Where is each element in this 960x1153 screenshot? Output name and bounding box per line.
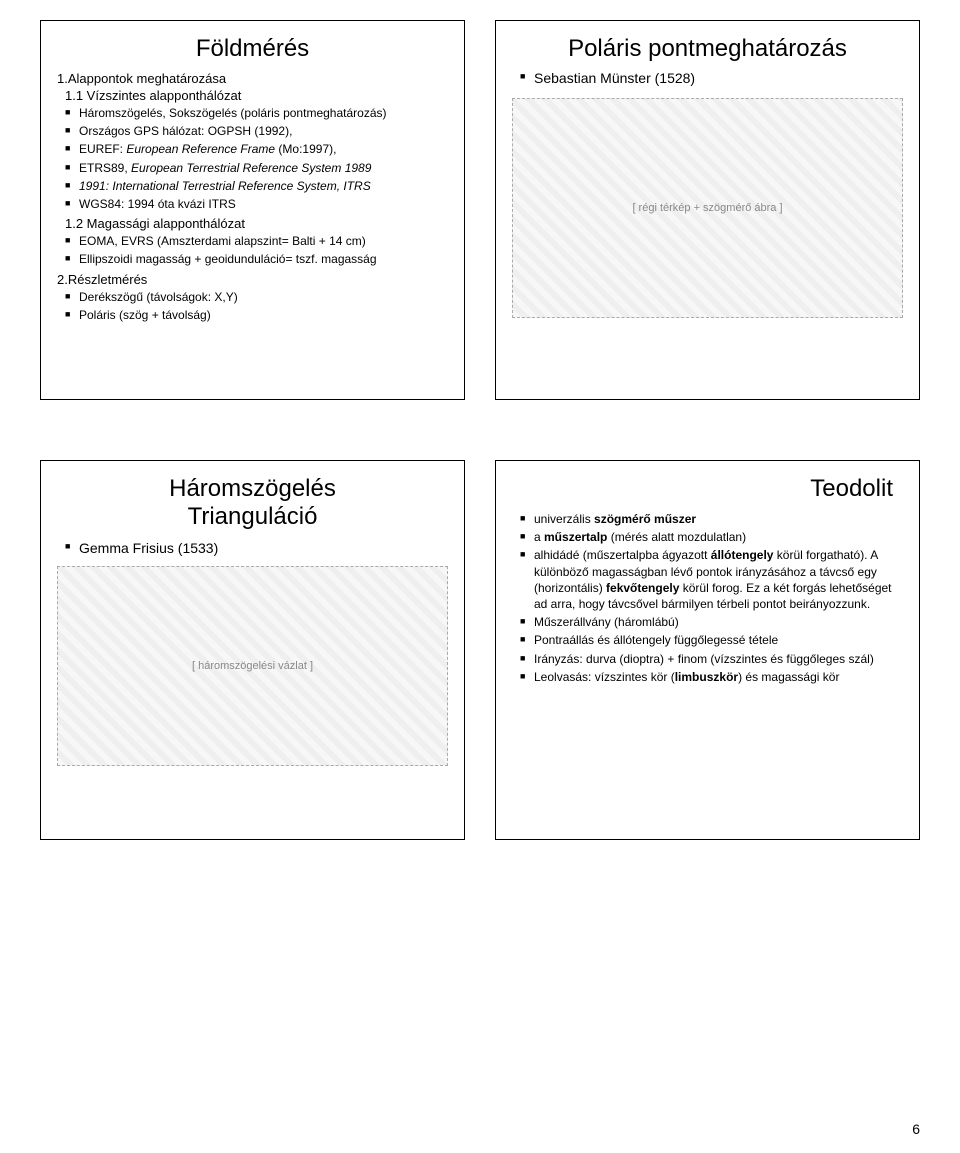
- slide-grid: Földmérés 1.Alappontok meghatározása 1.1…: [40, 20, 920, 840]
- text: ) és magassági kör: [738, 670, 839, 684]
- slide-triangulacio: Háromszögelés Trianguláció Gemma Frisius…: [40, 460, 465, 840]
- list-item: Derékszögű (távolságok: X,Y): [65, 289, 448, 305]
- text-bold: fekvőtengely: [606, 581, 679, 595]
- text-italic: 1991: International Terrestrial Referenc…: [79, 179, 371, 193]
- slide-polaris: Poláris pontmeghatározás Sebastian Münst…: [495, 20, 920, 400]
- list-item: Műszerállvány (háromlábú): [520, 614, 903, 630]
- slide1-line3: 1.2 Magassági alapponthálózat: [65, 216, 448, 231]
- list-item: univerzális szögmérő műszer: [520, 511, 903, 527]
- list-item: Háromszögelés, Sokszögelés (poláris pont…: [65, 105, 448, 121]
- list-item: Leolvasás: vízszintes kör (limbuszkör) é…: [520, 669, 903, 685]
- list-item: EUREF: European Reference Frame (Mo:1997…: [65, 141, 448, 157]
- list-item: EOMA, EVRS (Amszterdami alapszint= Balti…: [65, 233, 448, 249]
- slide1-line2: 1.1 Vízszintes alapponthálózat: [65, 88, 448, 103]
- text: (mérés alatt mozdulatlan): [607, 530, 746, 544]
- text: a: [534, 530, 544, 544]
- text-italic: European Reference Frame: [126, 142, 275, 156]
- slide1-title: Földmérés: [57, 35, 448, 63]
- slide1-list-top: Háromszögelés, Sokszögelés (poláris pont…: [57, 105, 448, 212]
- triangulation-sketch-image: [ háromszögelési vázlat ]: [57, 566, 448, 766]
- slide3-title2: Trianguláció: [57, 503, 448, 531]
- text: ETRS89,: [79, 161, 131, 175]
- slide4-list: univerzális szögmérő műszer a műszertalp…: [512, 511, 903, 685]
- slide1-line4: 2.Részletmérés: [57, 272, 448, 287]
- list-item: Sebastian Münster (1528): [520, 69, 903, 88]
- list-item: Pontraállás és állótengely függőlegessé …: [520, 632, 903, 648]
- list-item: 1991: International Terrestrial Referenc…: [65, 178, 448, 194]
- slide-foldmeres: Földmérés 1.Alappontok meghatározása 1.1…: [40, 20, 465, 400]
- slide1-list-bot: Derékszögű (távolságok: X,Y) Poláris (sz…: [57, 289, 448, 323]
- slide-teodolit: Teodolit univerzális szögmérő műszer a m…: [495, 460, 920, 840]
- list-item: WGS84: 1994 óta kvázi ITRS: [65, 196, 448, 212]
- list-item: Országos GPS hálózat: OGPSH (1992),: [65, 123, 448, 139]
- text: EUREF:: [79, 142, 126, 156]
- text: (Mo:1997),: [275, 142, 336, 156]
- list-item: ETRS89, European Terrestrial Reference S…: [65, 160, 448, 176]
- list-item: Poláris (szög + távolság): [65, 307, 448, 323]
- text-bold: műszertalp: [544, 530, 607, 544]
- list-item: Gemma Frisius (1533): [65, 539, 448, 558]
- slide1-list-mid: EOMA, EVRS (Amszterdami alapszint= Balti…: [57, 233, 448, 267]
- text-bold: limbuszkör: [675, 670, 738, 684]
- page-number: 6: [912, 1121, 920, 1137]
- slide1-line1: 1.Alappontok meghatározása: [57, 71, 448, 86]
- text: Leolvasás: vízszintes kör (: [534, 670, 675, 684]
- text: alhidádé (műszertalpba ágyazott: [534, 548, 711, 562]
- slide2-list: Sebastian Münster (1528): [512, 69, 903, 88]
- list-item: Irányzás: durva (dioptra) + finom (vízsz…: [520, 651, 903, 667]
- slide4-title: Teodolit: [512, 475, 903, 503]
- text-bold: állótengely: [711, 548, 774, 562]
- text: univerzális: [534, 512, 594, 526]
- slide3-list: Gemma Frisius (1533): [57, 539, 448, 558]
- slide3-title1: Háromszögelés: [57, 475, 448, 503]
- list-item: a műszertalp (mérés alatt mozdulatlan): [520, 529, 903, 545]
- list-item: alhidádé (műszertalpba ágyazott állóteng…: [520, 547, 903, 612]
- text-italic: European Terrestrial Reference System 19…: [131, 161, 371, 175]
- list-item: Ellipszoidi magasság + geoidunduláció= t…: [65, 251, 448, 267]
- slide2-title: Poláris pontmeghatározás: [512, 35, 903, 63]
- map-diagram-image: [ régi térkép + szögmérő ábra ]: [512, 98, 903, 318]
- text-bold: szögmérő műszer: [594, 512, 696, 526]
